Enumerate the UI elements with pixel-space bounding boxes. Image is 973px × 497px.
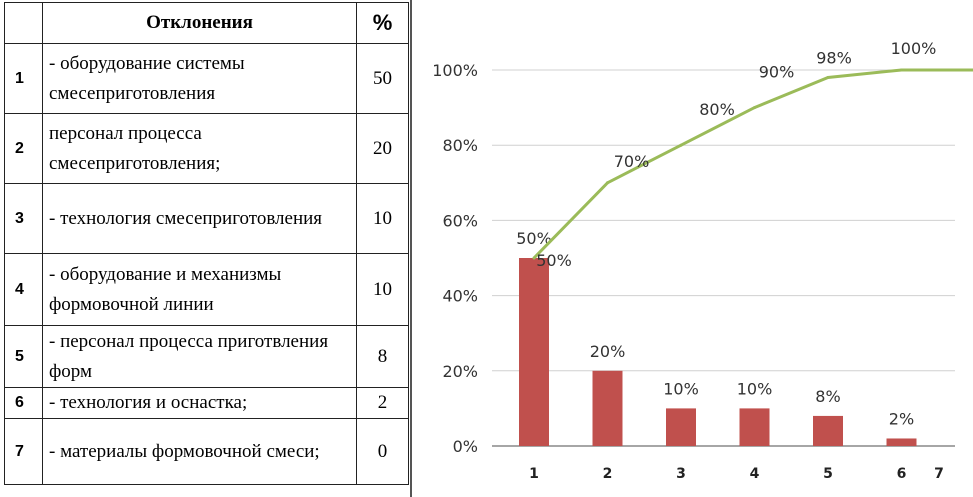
table-row: 2 персонал процесса смесеприготовления; 20	[4, 113, 409, 184]
bar-data-label: 10%	[663, 379, 699, 398]
header-deviation: Отклонения	[42, 2, 357, 44]
row-deviation-text: - материалы формовочной смеси;	[42, 418, 357, 485]
cumulative-line	[532, 68, 973, 260]
row-deviation-text: - оборудование системы смесеприготовлени…	[42, 43, 357, 114]
cumulative-point	[606, 181, 609, 185]
row-percent-value: 50	[356, 43, 409, 114]
row-number: 6	[4, 387, 43, 419]
cumulative-point	[532, 256, 536, 260]
bar-data-label: 2%	[889, 409, 914, 428]
row-percent-value: 8	[356, 325, 409, 388]
cumulative-point	[900, 68, 903, 72]
bar-2	[592, 370, 623, 446]
row-deviation-text: - технология и оснастка;	[42, 387, 357, 419]
row-percent-value: 0	[356, 418, 409, 485]
y-tick-label: 100%	[432, 61, 478, 80]
y-tick-label: 20%	[442, 362, 478, 381]
table-row: 6 - технология и оснастка; 2	[4, 387, 409, 419]
row-deviation-text: персонал процесса смесеприготовления;	[42, 113, 357, 184]
line-data-label: 100%	[891, 39, 937, 58]
row-number: 4	[4, 253, 43, 326]
x-tick-label: 7	[934, 466, 944, 482]
y-tick-label: 40%	[442, 287, 478, 306]
x-tick-label: 5	[823, 466, 833, 482]
row-deviation-text: - технология смесеприготовления	[42, 183, 357, 254]
row-percent-value: 2	[356, 387, 409, 419]
table-header-row: Отклонения %	[4, 2, 409, 44]
table-row: 3 - технология смесеприготовления 10	[4, 183, 409, 254]
x-tick-label: 3	[676, 466, 686, 482]
row-deviation-text: - персонал процесса приготвления форм	[42, 325, 357, 388]
line-data-label: 50%	[536, 251, 572, 270]
table-row: 7 - материалы формовочной смеси; 0	[4, 418, 409, 485]
table-row: 5 - персонал процесса приготвления форм 8	[4, 325, 409, 388]
header-num-cell	[4, 2, 43, 44]
x-tick-label: 4	[750, 466, 760, 482]
header-percent: %	[356, 2, 409, 44]
table-row: 4 - оборудование и механизмы формовочной…	[4, 253, 409, 326]
row-number: 5	[4, 325, 43, 388]
bar-data-label: 50%	[516, 229, 552, 248]
bar-data-label: 20%	[590, 342, 626, 361]
line-data-label: 98%	[816, 49, 852, 68]
row-number: 2	[4, 113, 43, 184]
row-number: 1	[4, 43, 43, 114]
row-percent-value: 20	[356, 113, 409, 184]
y-tick-label: 0%	[453, 437, 478, 456]
row-percent-value: 10	[356, 253, 409, 326]
bar-1	[519, 258, 549, 446]
cumulative-point	[753, 106, 756, 110]
cumulative-point	[679, 143, 683, 147]
line-data-label: 70%	[614, 152, 650, 171]
x-tick-label: 1	[529, 466, 539, 482]
line-data-label: 80%	[699, 100, 735, 119]
row-percent-value: 10	[356, 183, 409, 254]
pareto-chart: 0% 20% 40% 60% 80% 100% 50% 20% 10% 10% 8% 2% 50% 70%…	[410, 0, 973, 497]
bar-3	[666, 408, 696, 446]
cumulative-point	[826, 76, 830, 80]
row-number: 3	[4, 183, 43, 254]
bar-5	[813, 415, 843, 446]
y-tick-label: 60%	[442, 211, 478, 230]
deviation-table: Отклонения % 1 - оборудование системы см…	[4, 2, 409, 485]
line-data-label: 90%	[759, 63, 795, 82]
table-body: 1 - оборудование системы смесеприготовле…	[4, 43, 409, 485]
bar-data-label: 10%	[737, 379, 773, 398]
table-row: 1 - оборудование системы смесеприготовле…	[4, 43, 409, 114]
deviation-table-area: Отклонения % 1 - оборудование системы см…	[4, 2, 409, 494]
bar-6	[886, 438, 917, 446]
row-number: 7	[4, 418, 43, 485]
bar-data-label: 8%	[815, 387, 840, 406]
bar-4	[739, 408, 770, 446]
x-tick-label: 2	[603, 466, 613, 482]
chart-svg: 0% 20% 40% 60% 80% 100% 50% 20% 10% 10% 8% 2% 50% 70%…	[432, 39, 973, 482]
y-tick-label: 80%	[442, 136, 478, 155]
row-deviation-text: - оборудование и механизмы формовочной л…	[42, 253, 357, 326]
x-tick-label: 6	[897, 466, 907, 482]
